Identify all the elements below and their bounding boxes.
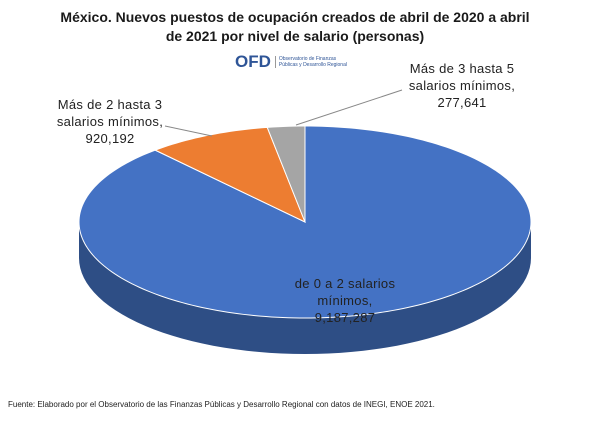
category-label: de 0 a 2 salarios mínimos, <box>294 276 396 308</box>
data-label: Más de 3 hasta 5 salarios mínimos, 277,6… <box>392 60 532 111</box>
value-label: 9,187,287 <box>314 310 376 325</box>
value-label: 920,192 <box>85 131 135 146</box>
logo-name: Observatorio de Finanzas Públicas y Desa… <box>274 56 349 68</box>
data-label: de 0 a 2 salarios mínimos, 9,187,287 <box>280 275 410 326</box>
logo: OFD Observatorio de Finanzas Públicas y … <box>235 52 349 72</box>
logo-text: OFD <box>235 52 271 71</box>
data-label: Más de 2 hasta 3 salarios mínimos, 920,1… <box>40 96 180 147</box>
leader-line <box>295 89 403 126</box>
chart-title: México. Nuevos puestos de ocupación crea… <box>60 9 530 44</box>
leader-line <box>164 125 213 137</box>
slice <box>266 125 306 223</box>
category-label: Más de 2 hasta 3 salarios mínimos, <box>56 97 164 129</box>
source-note: Fuente: Elaborado por el Observatorio de… <box>8 400 435 409</box>
slice-side <box>79 222 531 354</box>
value-label: 277,641 <box>437 95 487 110</box>
category-label: Más de 3 hasta 5 salarios mínimos, <box>408 61 516 93</box>
